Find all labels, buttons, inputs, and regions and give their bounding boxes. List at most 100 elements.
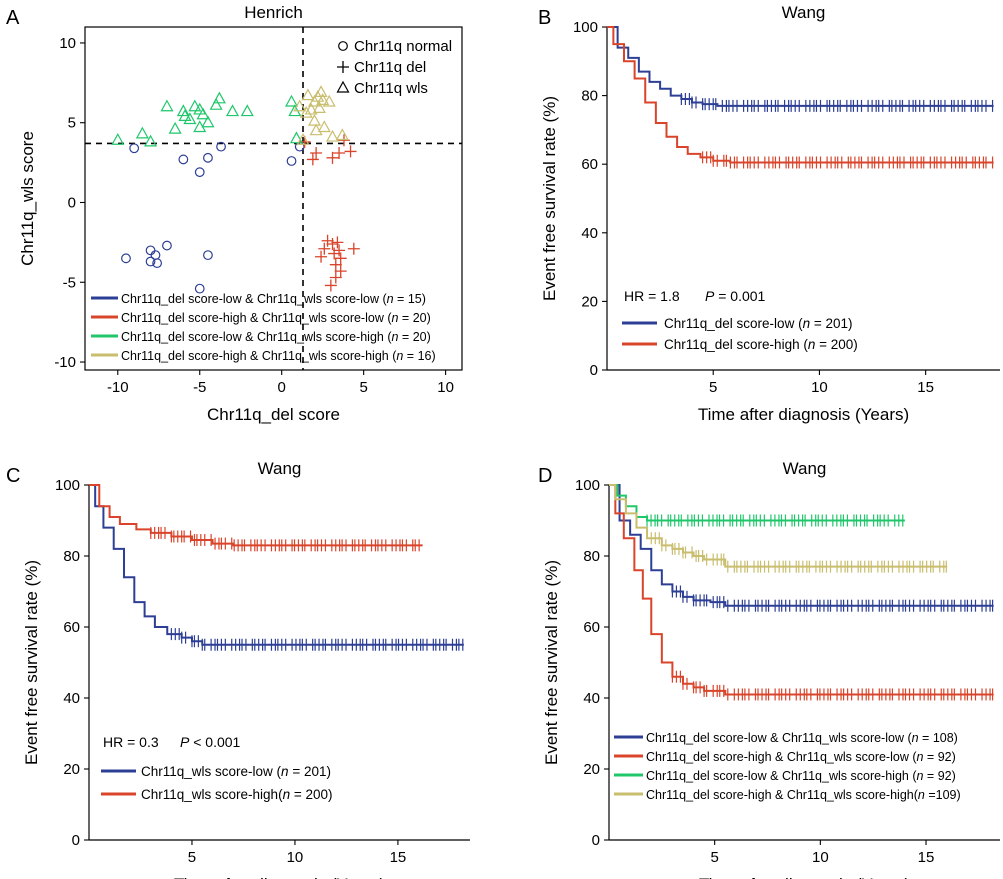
survival-curve: [609, 484, 948, 568]
data-point: [314, 85, 328, 98]
data-point: [325, 129, 340, 142]
x-tick-label: 15: [918, 849, 935, 866]
legend-count: = 20): [398, 330, 430, 344]
x-tick-label: 5: [359, 379, 367, 396]
x-tick-label: 5: [709, 379, 717, 396]
data-point: [333, 244, 346, 257]
y-tick-label: 40: [581, 225, 598, 242]
legend-text-part: Chr11q_wls score-high(: [141, 787, 283, 802]
data-point: [304, 102, 318, 115]
data-point: [299, 105, 313, 118]
x-tick-label: 10: [811, 379, 828, 396]
legend-count: = 201): [810, 316, 852, 331]
x-axis-title: Time after diagnosis (Years): [698, 405, 909, 424]
data-point: [347, 242, 360, 255]
y-tick-label: 60: [583, 619, 600, 636]
legend-label: Chr11q_wls score-low (n = 201): [141, 764, 331, 779]
data-point: [334, 265, 347, 278]
x-tick-label: -10: [107, 379, 129, 396]
data-point: [337, 134, 350, 147]
data-point: [121, 253, 131, 264]
y-tick-label: 0: [592, 832, 600, 849]
data-point: [201, 115, 215, 128]
legend-label: Chr11q_del score-low & Chr11q_wls score-…: [646, 731, 958, 745]
x-axis-title: Chr11q_del score: [207, 405, 340, 424]
y-tick-label: -10: [54, 354, 76, 371]
data-point: [293, 99, 307, 112]
y-tick-label: 60: [581, 156, 598, 173]
panel-letter: A: [6, 7, 20, 29]
legend-label: Chr11q_del score-high (n = 200): [664, 337, 858, 352]
data-point: [196, 107, 210, 120]
legend-text-part: Chr11q_del score-high & Chr11q_wls score…: [121, 311, 392, 325]
legend-n-symbol: n: [918, 788, 925, 802]
p-number: = 0.001: [714, 288, 765, 304]
legend-count: = 200): [815, 337, 857, 352]
legend-count: = 20): [398, 311, 430, 325]
data-point: [176, 104, 190, 117]
x-tick-label: 15: [917, 379, 934, 396]
chart-title: Wang: [258, 459, 302, 478]
data-point: [183, 112, 197, 125]
legend-count: = 92): [923, 769, 955, 783]
legend-n-symbol: n: [912, 731, 919, 745]
x-tick-label: 5: [711, 849, 719, 866]
legend-text-part: Chr11q_del score-high & Chr11q_wls score…: [646, 750, 917, 764]
p-number: < 0.001: [189, 734, 240, 750]
y-tick-label: 40: [583, 690, 600, 707]
legend-label: Chr11q_del score-high & Chr11q_wls score…: [121, 349, 436, 363]
legend-count: = 201): [289, 764, 331, 779]
data-point: [333, 147, 346, 160]
y-tick-label: 100: [55, 477, 80, 494]
data-point: [312, 101, 326, 113]
data-point: [317, 120, 331, 133]
data-point: [216, 141, 226, 152]
data-point: [145, 245, 156, 256]
y-tick-label: 80: [581, 88, 598, 105]
survival-curve: [609, 484, 994, 607]
data-point: [193, 120, 207, 133]
y-tick-label: 80: [583, 548, 600, 565]
data-point: [324, 279, 337, 292]
x-tick-label: 0: [278, 379, 286, 396]
p-value: P = 0.001: [705, 288, 766, 304]
legend-label: Chr11q_del score-high & Chr11q_wls score…: [121, 311, 431, 325]
data-point: [296, 133, 310, 145]
chart-title: Henrich: [244, 3, 303, 22]
data-point: [194, 283, 205, 294]
data-point: [331, 236, 344, 249]
data-point: [152, 258, 163, 269]
data-point: [226, 104, 240, 117]
legend-n-symbol: n: [803, 316, 811, 331]
y-tick-label: 20: [63, 761, 80, 778]
plot-frame: [84, 26, 463, 371]
x-tick-label: 5: [188, 849, 196, 866]
survival-curve: [89, 484, 464, 646]
legend-n-symbol: n: [392, 330, 399, 344]
data-point: [328, 247, 341, 260]
x-axis-title: Time after diagnosis (Years): [699, 875, 910, 879]
legend-count: = 15): [394, 292, 426, 306]
legend-text-part: Chr11q_del score-high & Chr11q_wls score…: [646, 788, 919, 802]
hazard-ratio: HR = 1.8: [624, 288, 680, 304]
legend-text-part: Chr11q_del score-low (: [664, 316, 803, 331]
x-tick-label: 10: [437, 379, 454, 396]
hazard-ratio: HR = 0.3: [103, 734, 159, 750]
legend-label: Chr11q_del score-high & Chr11q_wls score…: [646, 788, 961, 802]
legend-count: = 16): [403, 349, 435, 363]
data-point: [315, 250, 328, 263]
panel-letter: C: [6, 465, 20, 487]
data-point: [178, 154, 189, 165]
p-symbol: P: [180, 734, 190, 750]
legend-text-part: Chr11q_del score-low & Chr11q_wls score-…: [121, 292, 387, 306]
legend-n-symbol: n: [281, 764, 289, 779]
y-tick-label: 100: [575, 477, 600, 494]
x-tick-label: 10: [812, 849, 829, 866]
y-tick-label: 5: [68, 115, 76, 132]
y-tick-label: 80: [63, 548, 80, 565]
shape-legend-marker: [336, 80, 350, 93]
chart-title: Wang: [782, 3, 826, 22]
data-point: [111, 133, 125, 145]
legend-n-symbol: n: [808, 337, 816, 352]
data-point: [285, 94, 299, 107]
